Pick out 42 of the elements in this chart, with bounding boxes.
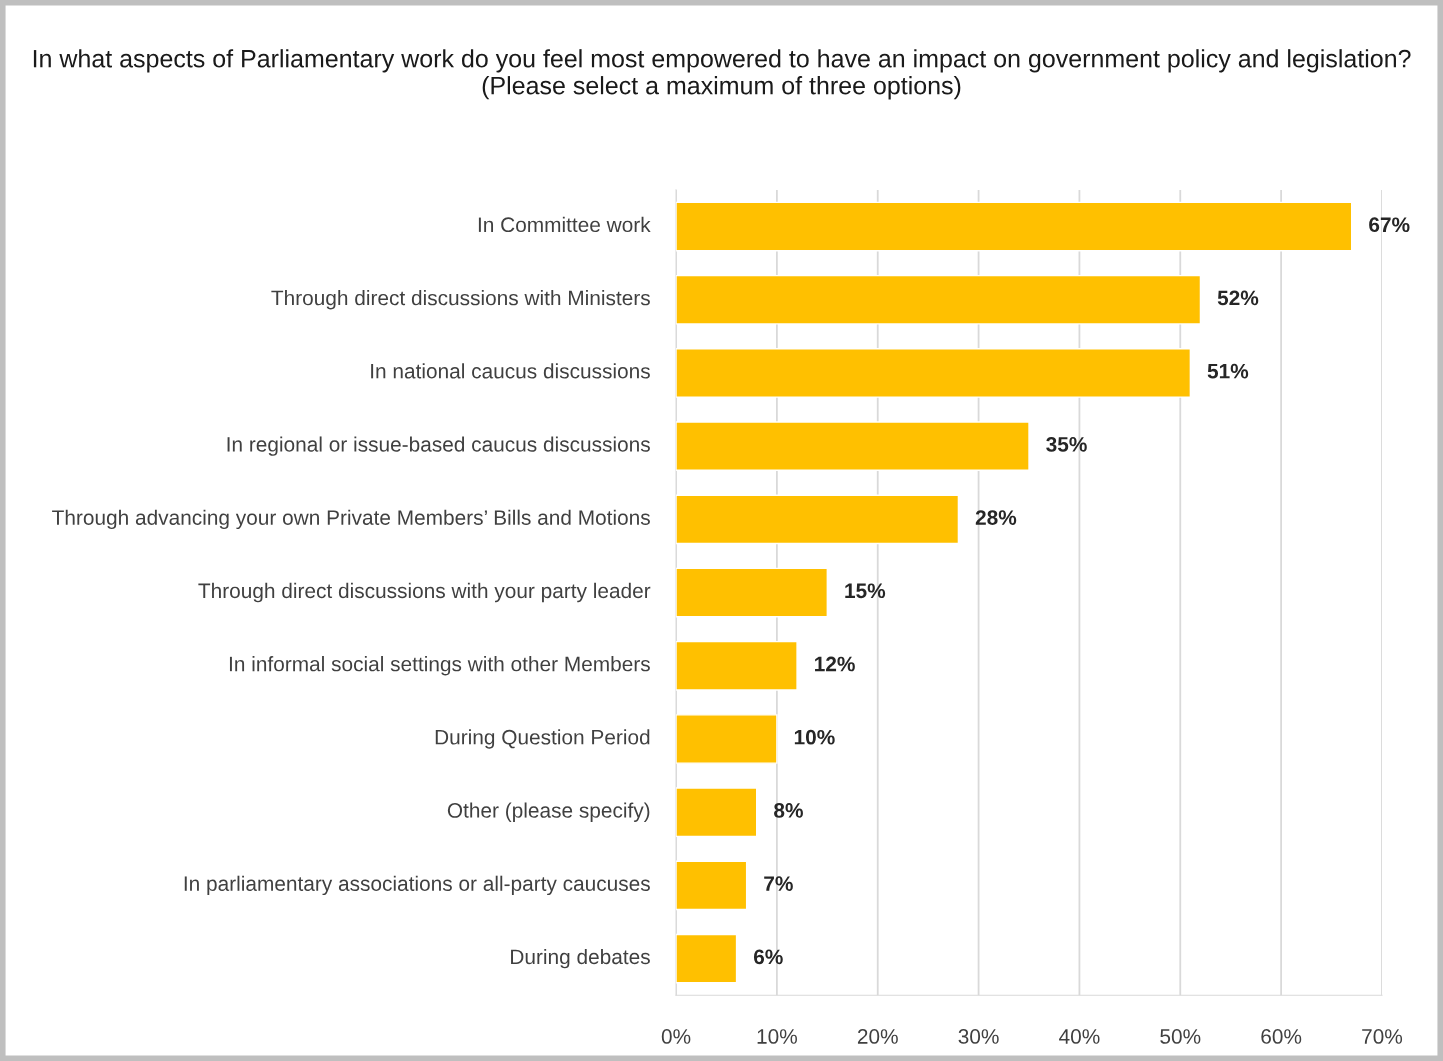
bar <box>676 640 798 691</box>
bar <box>676 933 738 984</box>
data-label: 10% <box>794 729 835 745</box>
data-label: 15% <box>845 583 886 599</box>
x-tick-label: 0% <box>661 1029 691 1044</box>
x-tick-label: 10% <box>757 1029 797 1044</box>
data-label: 35% <box>1046 436 1087 452</box>
data-label: 7% <box>764 876 793 891</box>
y-tick-label: Through direct discussions with your party leader <box>198 582 651 603</box>
data-label: 8% <box>774 803 803 818</box>
y-tick-label: In national caucus discussions <box>371 363 650 379</box>
data-label: 67% <box>1369 217 1410 233</box>
y-tick-label: Through advancing your own Private Members’ Bills and Motions <box>52 509 650 530</box>
bar <box>676 421 1030 472</box>
x-tick-label: 50% <box>1160 1029 1201 1044</box>
y-tick-label: In parliamentary associations or all-party caucuses <box>184 875 650 896</box>
x-tick-label: 60% <box>1261 1029 1302 1044</box>
y-tick-label: During Question Period <box>435 729 650 749</box>
data-label: 52% <box>1217 290 1259 306</box>
y-tick-label: In informal social settings with other Members <box>229 656 650 676</box>
x-tick-label: 30% <box>958 1029 999 1044</box>
bar <box>676 567 829 618</box>
bar <box>676 494 960 545</box>
y-tick-label: During debates <box>511 948 650 969</box>
x-tick-label: 70% <box>1362 1029 1403 1044</box>
bar <box>676 274 1202 325</box>
y-tick-label: Other (please specify) <box>447 802 650 822</box>
x-tick-label: 40% <box>1059 1029 1100 1044</box>
bar <box>676 714 778 764</box>
y-tick-label: Through direct discussions with Ministers <box>271 290 650 310</box>
bar <box>676 787 758 838</box>
y-tick-label: In Committee work <box>478 216 651 233</box>
bar <box>676 348 1192 398</box>
chart-title: In what aspects of Parliamentary work do you feel most empowered to have an impact on government policy and legislation? (Please select a maximum of three options) <box>33 49 1411 100</box>
data-label: 28% <box>975 510 1017 525</box>
bar <box>676 860 748 911</box>
y-tick-label: In regional or issue-based caucus discussions <box>227 436 650 456</box>
data-label: 51% <box>1207 363 1249 379</box>
data-label: 6% <box>753 949 783 965</box>
data-label: 12% <box>815 656 855 672</box>
x-tick-label: 20% <box>857 1029 898 1044</box>
bar <box>676 201 1353 252</box>
